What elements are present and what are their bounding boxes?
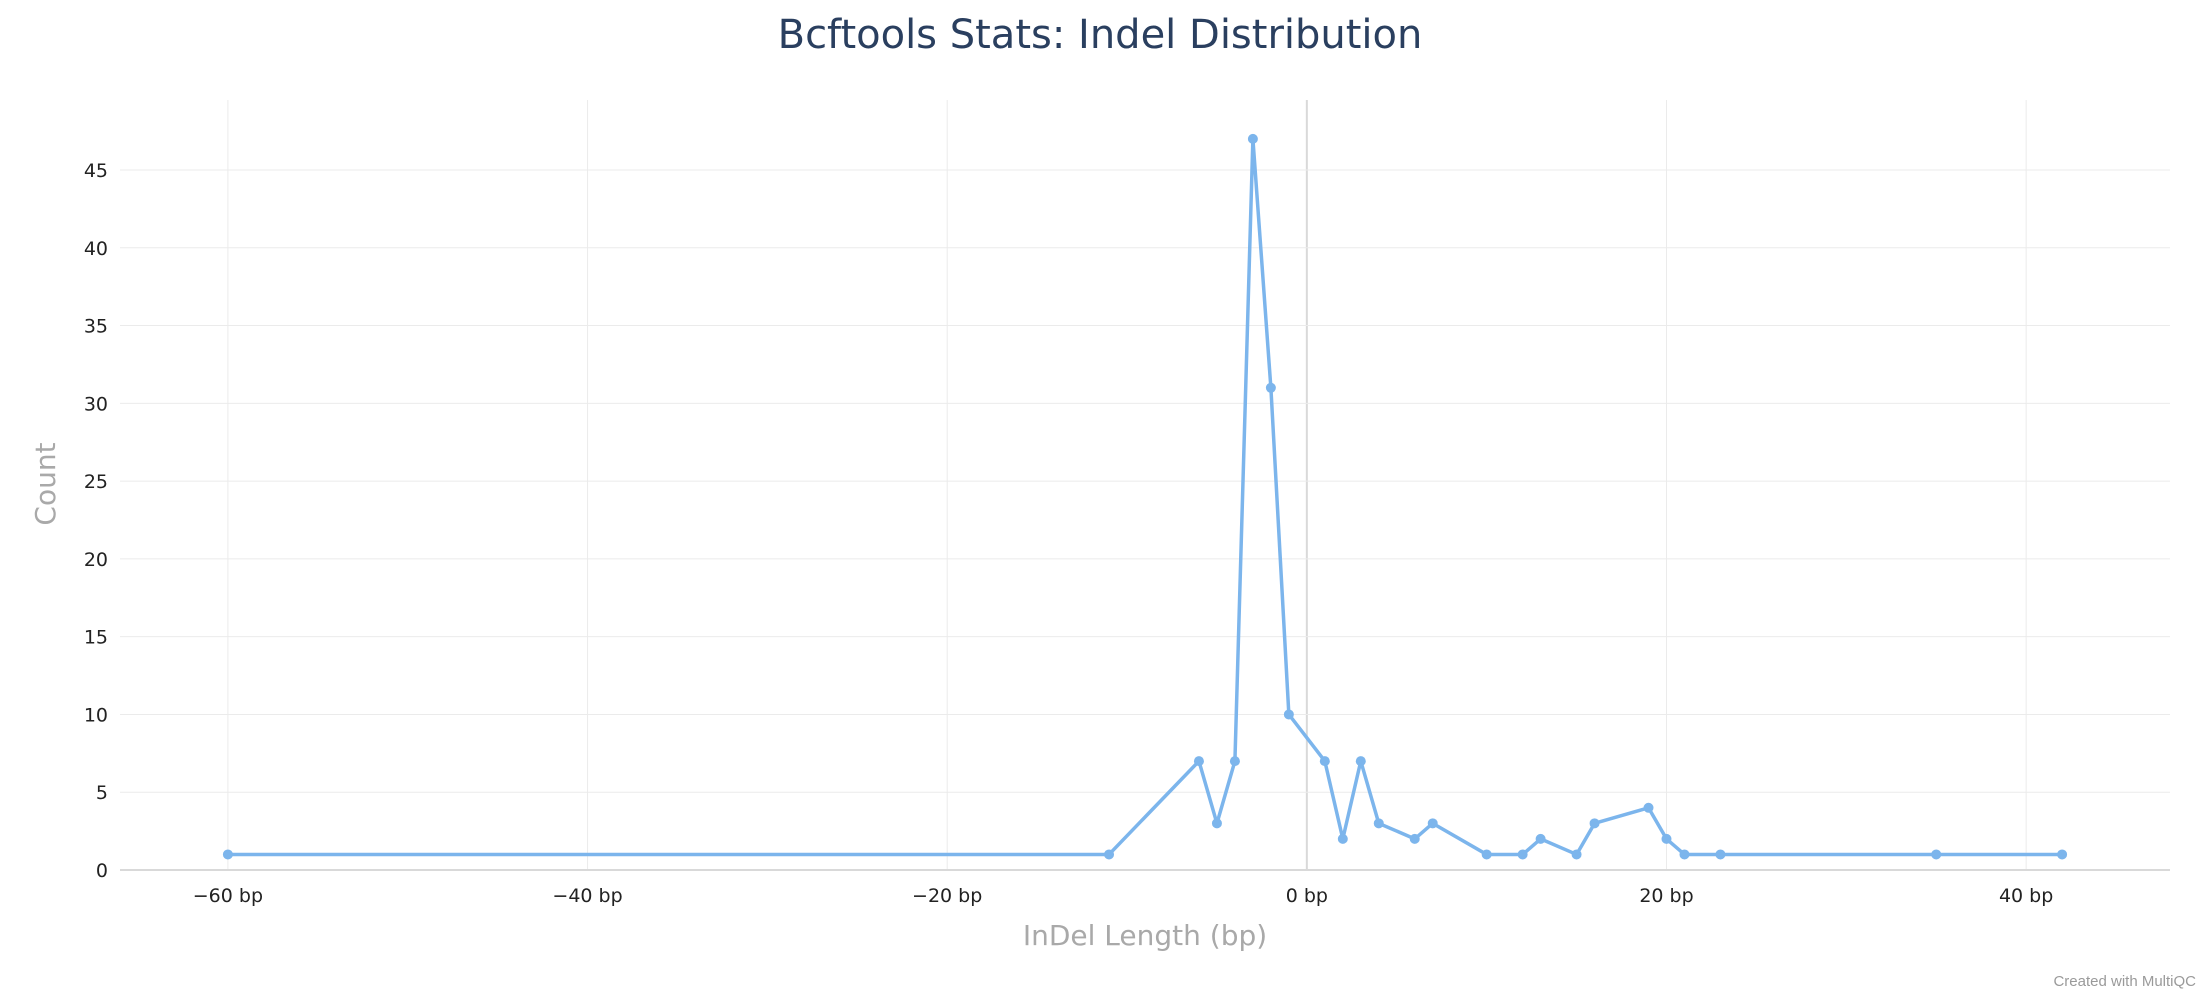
data-point[interactable]	[1643, 802, 1654, 813]
x-tick-label: −60 bp	[193, 885, 263, 907]
data-point[interactable]	[1104, 849, 1115, 860]
y-tick-label: 20	[84, 549, 108, 571]
data-point[interactable]	[1481, 849, 1492, 860]
x-tick-label: −20 bp	[912, 885, 982, 907]
series-indel-counts[interactable]	[222, 133, 2068, 860]
y-tick-label: 25	[84, 471, 108, 493]
series-line	[226, 137, 2064, 857]
y-tick-label: 10	[84, 704, 108, 726]
data-point[interactable]	[1535, 833, 1546, 844]
data-point[interactable]	[1283, 709, 1294, 720]
chart-title: Bcftools Stats: Indel Distribution	[778, 12, 1423, 58]
data-point[interactable]	[1193, 756, 1204, 767]
y-tick-label: 30	[84, 393, 108, 415]
grid-lines	[120, 100, 2170, 870]
y-tick-label: 35	[84, 316, 108, 338]
data-point[interactable]	[1517, 849, 1528, 860]
data-point[interactable]	[1679, 849, 1690, 860]
x-tick-label: 40 bp	[1999, 885, 2053, 907]
data-point[interactable]	[2057, 849, 2068, 860]
y-tick-label: 45	[84, 160, 108, 182]
data-point[interactable]	[1373, 818, 1384, 829]
data-point[interactable]	[1427, 818, 1438, 829]
data-point[interactable]	[1229, 756, 1240, 767]
data-point[interactable]	[1337, 833, 1348, 844]
data-point[interactable]	[1715, 849, 1726, 860]
data-point[interactable]	[1319, 756, 1330, 767]
y-tick-label: 15	[84, 627, 108, 649]
data-point[interactable]	[1589, 818, 1600, 829]
data-point[interactable]	[222, 849, 233, 860]
data-point[interactable]	[1247, 133, 1258, 144]
credit-text: Created with MultiQC	[2053, 973, 2196, 990]
y-axis-title: Count	[29, 442, 62, 525]
y-tick-label: 40	[84, 238, 108, 260]
x-tick-label: 20 bp	[1639, 885, 1693, 907]
x-tick-label: 0 bp	[1286, 885, 1328, 907]
x-tick-label: −40 bp	[552, 885, 622, 907]
data-point[interactable]	[1355, 756, 1366, 767]
data-point[interactable]	[1211, 818, 1222, 829]
tick-labels: −60 bp −40 bp −20 bp 0 bp 20 bp 40 bp 0 5 10 15 20…	[84, 160, 2053, 907]
data-point[interactable]	[1571, 849, 1582, 860]
data-point[interactable]	[1931, 849, 1942, 860]
data-point[interactable]	[1409, 833, 1420, 844]
x-axis-title: InDel Length (bp)	[1023, 919, 1267, 952]
data-point[interactable]	[1661, 833, 1672, 844]
data-point[interactable]	[1265, 382, 1276, 393]
y-tick-label: 0	[96, 860, 108, 882]
y-tick-label: 5	[96, 782, 108, 804]
